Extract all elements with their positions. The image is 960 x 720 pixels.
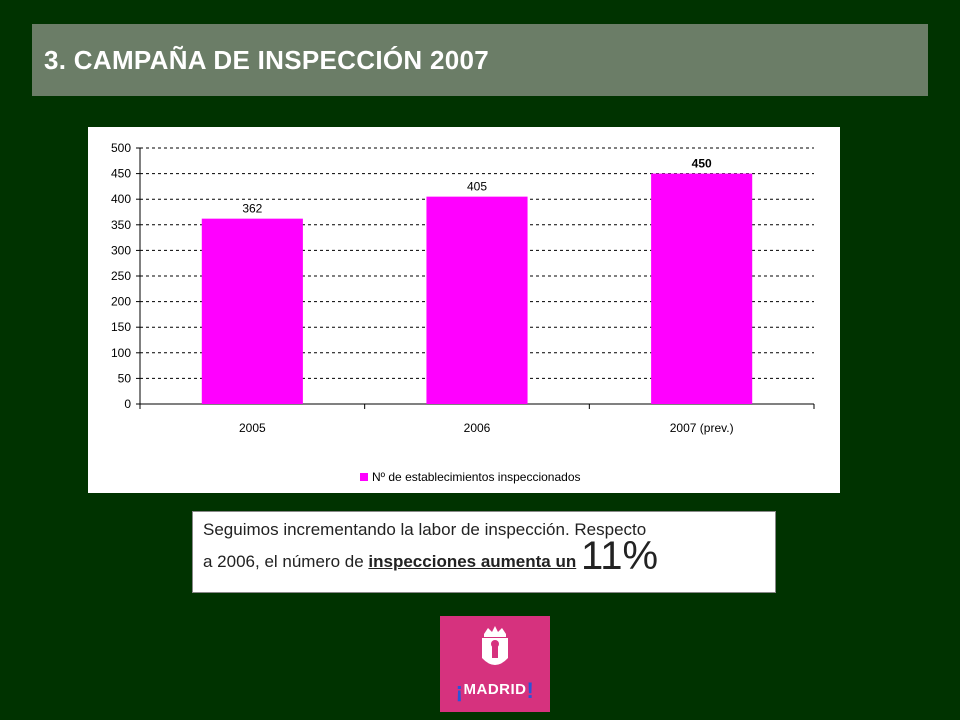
y-tick-label: 400 <box>111 192 131 206</box>
bar <box>651 173 753 404</box>
data-label: 450 <box>692 157 712 171</box>
caption-underlined-text: inspecciones aumenta un <box>368 552 577 571</box>
title-bar: 3. CAMPAÑA DE INSPECCIÓN 2007 <box>32 24 928 96</box>
data-label: 405 <box>467 180 487 194</box>
madrid-logo: ¡MADRID! <box>440 616 550 712</box>
y-tick-label: 100 <box>111 346 131 360</box>
y-tick-label: 450 <box>111 167 131 181</box>
y-tick-label: 50 <box>118 371 132 385</box>
logo-text: MADRID <box>463 681 527 698</box>
y-tick-label: 500 <box>111 141 131 155</box>
y-tick-label: 250 <box>111 269 131 283</box>
chart-panel: 0 50 100 150 200 250 300 350 400 450 500 362 2005 405… <box>88 127 840 493</box>
bar <box>201 218 303 404</box>
y-tick-label: 150 <box>111 320 131 334</box>
logo-excl-close: ! <box>526 678 535 703</box>
caption-line-1: Seguimos incrementando la labor de inspe… <box>203 520 647 539</box>
caption-percentage: 11% <box>580 534 659 578</box>
x-tick-label: 2005 <box>239 421 266 435</box>
y-tick-label: 0 <box>124 397 131 411</box>
bar-chart: 0 50 100 150 200 250 300 350 400 450 500 362 2005 405… <box>111 141 815 484</box>
x-tick-label: 2006 <box>464 421 491 435</box>
legend-swatch <box>360 473 368 481</box>
y-tick-label: 300 <box>111 243 131 257</box>
coat-of-arms-icon <box>482 626 508 665</box>
y-tick-label: 350 <box>111 218 131 232</box>
logo-excl-open: ¡ <box>455 678 464 703</box>
y-tick-label: 200 <box>111 295 131 309</box>
caption-box: Seguimos incrementando la labor de inspe… <box>192 511 776 593</box>
bar <box>426 196 528 404</box>
x-tick-label: 2007 (prev.) <box>670 421 734 435</box>
page-title: 3. CAMPAÑA DE INSPECCIÓN 2007 <box>44 44 490 75</box>
data-label: 362 <box>242 202 262 216</box>
caption-line-2-start: a 2006, el número de <box>203 552 369 571</box>
legend-label: Nº de establecimientos inspeccionados <box>372 470 581 484</box>
logo-wordmark: ¡MADRID! <box>440 674 550 703</box>
